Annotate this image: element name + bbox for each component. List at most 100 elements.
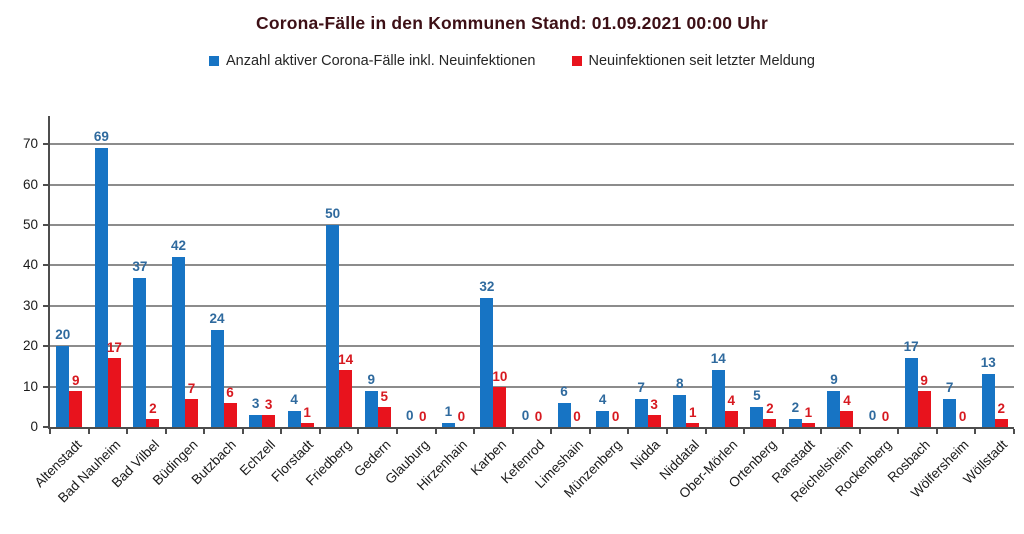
plot-area: 0 10 20 30 40 50 60 70 20 9 Altenstadt 69 17 Bad Nauh… [23, 116, 1015, 505]
bar-value-active: 24 [209, 311, 225, 327]
bar-value-active: 5 [753, 387, 761, 403]
bar-value-active: 20 [55, 327, 71, 343]
y-axis-tick [43, 385, 48, 388]
x-axis-tick [126, 429, 129, 434]
x-axis-tick [974, 429, 977, 434]
y-axis-line [48, 116, 50, 427]
bar-value-active: 7 [637, 379, 645, 395]
bar-new [377, 406, 391, 427]
bar-new [724, 410, 738, 427]
bar-value-new: 2 [997, 400, 1005, 416]
bar-active [441, 422, 455, 427]
bar-value-new: 0 [611, 409, 620, 424]
x-axis-tick [473, 429, 476, 434]
bar-value-new: 0 [457, 409, 466, 424]
bar-active [634, 398, 648, 427]
bar-active [711, 370, 725, 427]
x-axis-tick [87, 429, 90, 434]
x-axis-tick [396, 429, 399, 434]
x-axis-line [48, 427, 1014, 429]
bar-active [364, 390, 378, 427]
y-axis-tick-label: 40 [22, 257, 38, 273]
bar-value-new: 6 [226, 384, 234, 400]
gridline [50, 345, 1014, 348]
bar-value-new: 1 [303, 404, 311, 420]
bar-active [287, 410, 301, 427]
bar-value-new: 0 [534, 409, 543, 424]
bar-value-active: 9 [830, 371, 838, 387]
bar-active [171, 257, 185, 427]
bar-value-active: 4 [598, 391, 607, 407]
bar-active [56, 346, 70, 427]
gridline [50, 143, 1014, 146]
bar-value-active: 2 [791, 399, 800, 415]
bar-value-new: 4 [843, 392, 851, 408]
bar-active [673, 394, 687, 427]
x-axis-tick [241, 429, 244, 434]
y-axis-tick-label: 30 [22, 297, 38, 313]
bar-new [69, 390, 83, 427]
y-axis-tick [43, 426, 48, 428]
x-axis-tick [665, 429, 668, 434]
legend-item-active-cases: Anzahl aktiver Corona-Fälle inkl. Neuinf… [209, 53, 536, 69]
y-axis-tick-label: 70 [22, 136, 38, 152]
bar-active [94, 148, 108, 427]
x-axis-tick [550, 429, 553, 434]
x-axis-tick [588, 429, 591, 434]
x-axis-label: Nidda [627, 437, 664, 473]
legend-swatch-active-icon [209, 56, 219, 66]
bar-new [917, 390, 931, 427]
bar-active [249, 414, 263, 427]
bar-value-new: 7 [187, 380, 196, 396]
legend-label-active: Anzahl aktiver Corona-Fälle inkl. Neuinf… [226, 53, 536, 69]
bar-active [904, 358, 918, 427]
x-axis-tick [49, 429, 51, 434]
bar-new [300, 422, 314, 427]
bar-value-new: 17 [106, 340, 122, 356]
bar-new [840, 410, 854, 427]
gridline [50, 223, 1014, 226]
bar-value-new: 0 [573, 409, 581, 424]
bar-value-active: 1 [444, 403, 453, 419]
bar-value-new: 10 [492, 368, 508, 384]
bar-new [686, 422, 700, 427]
bar-value-new: 5 [380, 388, 389, 404]
bar-active [133, 277, 147, 427]
bar-value-new: 2 [766, 400, 774, 416]
bar-value-active: 4 [290, 391, 298, 407]
bar-new [493, 386, 507, 427]
y-axis-tick-label: 50 [22, 216, 38, 232]
x-axis-tick [781, 429, 784, 434]
x-axis-tick [1013, 429, 1015, 434]
bar-value-new: 1 [688, 404, 697, 420]
y-axis-tick-label: 10 [22, 378, 38, 394]
x-axis-tick [858, 429, 861, 434]
bar-value-active: 0 [521, 408, 530, 423]
y-axis-tick [43, 304, 48, 307]
bar-value-new: 0 [958, 409, 967, 424]
gridline [50, 264, 1014, 267]
bar-value-new: 0 [881, 409, 890, 424]
x-axis-tick [743, 429, 746, 434]
bar-active [788, 418, 802, 427]
bar-value-active: 50 [325, 205, 341, 221]
bar-active [480, 297, 494, 427]
x-axis-tick [357, 429, 360, 434]
bar-value-active: 8 [675, 375, 684, 391]
bar-value-active: 17 [903, 339, 919, 355]
bar-value-active: 6 [560, 383, 568, 399]
bar-new [994, 418, 1008, 427]
x-axis-tick [627, 429, 630, 434]
bar-value-active: 7 [945, 379, 954, 395]
x-axis-tick [704, 429, 707, 434]
y-axis-tick-label: 0 [30, 419, 38, 434]
bar-new [262, 414, 276, 427]
x-axis-tick [280, 429, 283, 434]
gridline [50, 385, 1014, 388]
bar-value-active: 37 [132, 258, 148, 274]
x-axis-tick [203, 429, 206, 434]
bar-value-active: 69 [93, 129, 109, 145]
bar-new [146, 418, 160, 427]
bar-value-active: 0 [406, 408, 414, 423]
